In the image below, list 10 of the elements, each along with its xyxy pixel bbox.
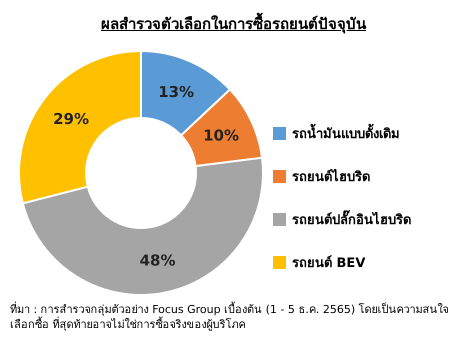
data-label: 29%	[53, 110, 90, 128]
text: ที่มา : การสำรวจกลุ่มตัวอย่าง Focus Group เบื้องต้น (1 - 5 ธ.ค. 2565) โดยเป็นความสนใจเลือกซื้อ ที่สุดท้ายอาจไม่ใช่การซื้อจริงของผู้บริโภค	[10, 302, 450, 332]
data-label: 10%	[203, 126, 240, 145]
chart-title: ผลสำรวจตัวเลือกในการซื้อรถยนต์ปัจจุบัน	[100, 12, 368, 36]
legend-label: รถยนต์ปลั๊กอินไฮบริด	[292, 209, 411, 230]
data-label: 48%	[140, 251, 176, 270]
data-label: 13%	[158, 83, 194, 102]
legend-label: รถน้ำมันแบบดั้งเดิม	[292, 123, 400, 144]
legend-label: รถยนต์ไฮบริด	[292, 168, 370, 187]
legend-label: รถยนต์ BEV	[292, 254, 366, 273]
